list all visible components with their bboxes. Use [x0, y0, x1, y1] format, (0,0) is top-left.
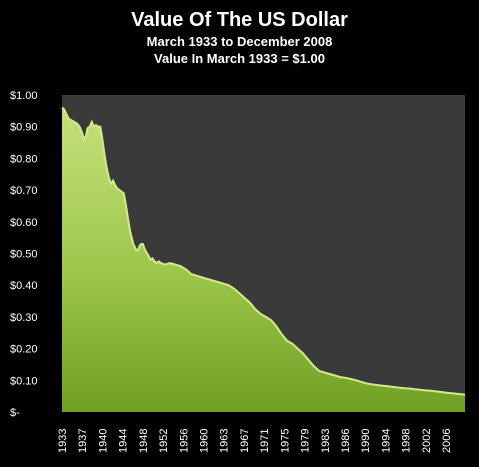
x-tick-label: 1963	[219, 429, 231, 453]
y-tick-label: $0.80	[10, 153, 38, 165]
y-tick-label: $0.10	[10, 375, 38, 387]
x-tick-label: 1967	[239, 429, 251, 453]
dollar-value-line	[61, 106, 466, 396]
x-tick-label: 1994	[380, 429, 392, 453]
x-axis: 1933 1937 1940 1944 1948 1952 1956 1960 1963 1967…	[57, 429, 453, 453]
y-tick-label: $0.70	[10, 185, 38, 197]
x-tick-label: 1956	[178, 429, 190, 453]
x-tick-label: 1971	[259, 429, 271, 453]
x-tick-label: 1937	[77, 429, 89, 453]
y-tick-label: $-	[10, 407, 20, 419]
chart-title: Value Of The US Dollar	[131, 9, 348, 31]
y-tick-label: $0.50	[10, 249, 38, 261]
x-tick-label: 1952	[158, 429, 170, 453]
title-block: Value Of The US Dollar March 1933 to Dec…	[0, 8, 479, 67]
x-tick-label: 1948	[138, 429, 150, 453]
x-tick-label: 2002	[421, 429, 433, 453]
x-tick-label: 1933	[57, 429, 69, 453]
x-tick-label: 1979	[300, 429, 312, 453]
y-tick-label: $0.30	[10, 312, 38, 324]
y-tick-label: $0.60	[10, 217, 38, 229]
x-tick-label: 1944	[118, 429, 130, 453]
x-tick-label: 1983	[320, 429, 332, 453]
x-tick-label: 2006	[441, 429, 453, 453]
y-tick-label: $0.20	[10, 344, 38, 356]
x-tick-label: 1940	[97, 429, 109, 453]
x-tick-label: 1990	[360, 429, 372, 453]
x-tick-label: 1986	[340, 429, 352, 453]
dollar-value-area	[62, 107, 465, 412]
y-tick-label: $1.00	[10, 90, 38, 102]
y-tick-label: $0.40	[10, 280, 38, 292]
y-axis: $- $0.10 $0.20 $0.30 $0.40 $0.50 $0.60 $0.70 $0.…	[10, 90, 38, 419]
x-tick-label: 1998	[401, 429, 413, 453]
x-tick-label: 1960	[199, 429, 211, 453]
chart-subtitle-baseline: Value In March 1933 = $1.00	[154, 51, 325, 66]
x-tick-label: 1975	[279, 429, 291, 453]
chart-subtitle-date-range: March 1933 to December 2008	[146, 34, 333, 49]
y-tick-label: $0.90	[10, 122, 38, 134]
